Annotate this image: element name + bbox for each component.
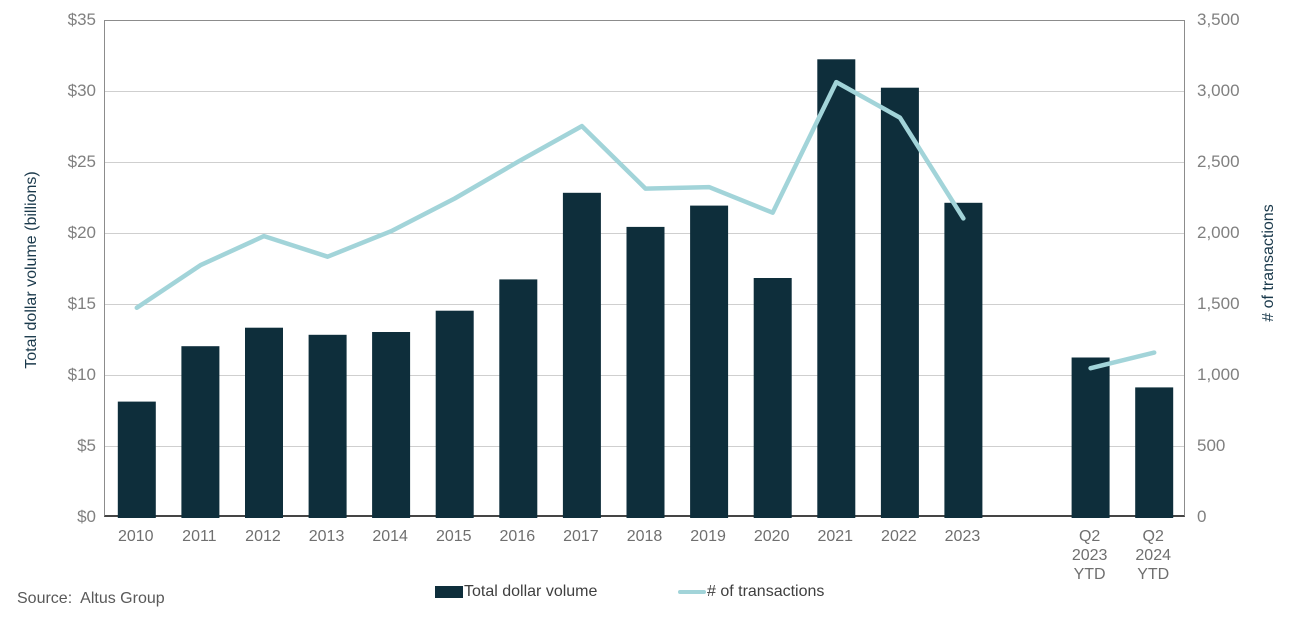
x-tick-label-2021: 2021 bbox=[817, 528, 854, 545]
bar-2013 bbox=[308, 334, 347, 518]
transactions-line bbox=[1088, 350, 1157, 371]
axis-tick-label: 2,500 bbox=[1197, 152, 1240, 171]
legend-item-num-transactions: # of transactions bbox=[678, 583, 824, 601]
bar-2021 bbox=[817, 59, 856, 519]
bar-2017 bbox=[562, 192, 601, 519]
legend-label-total-dollar-volume: Total dollar volume bbox=[464, 583, 598, 600]
legend-item-total-dollar-volume: Total dollar volume bbox=[435, 583, 597, 601]
bar-2012 bbox=[245, 327, 283, 518]
axis-tick-label: 1,500 bbox=[1197, 294, 1240, 313]
line-series-swatch-icon bbox=[678, 590, 706, 594]
axis-tick-label: $5 bbox=[77, 436, 96, 455]
legend-label-num-transactions: # of transactions bbox=[707, 583, 825, 600]
bar-2010 bbox=[117, 401, 156, 518]
bar-q2-2023-ytd bbox=[1071, 357, 1110, 518]
axis-tick-label: $0 bbox=[77, 507, 96, 526]
axis-tick-label: $10 bbox=[67, 365, 96, 384]
gridline bbox=[105, 91, 1184, 92]
x-tick-label-q2-2023-ytd: Q2 2023 YTD bbox=[1071, 528, 1108, 583]
bar-2020 bbox=[753, 278, 792, 518]
bar-2018 bbox=[626, 226, 665, 518]
gridline bbox=[105, 162, 1184, 163]
bar-2022 bbox=[880, 87, 919, 518]
axis-tick-label: $35 bbox=[67, 10, 96, 29]
x-tick-label-2023: 2023 bbox=[944, 528, 981, 545]
x-tick-label-2020: 2020 bbox=[753, 528, 790, 545]
axis-tick-label: 3,500 bbox=[1197, 10, 1240, 29]
x-tick-label-q2-2024-ytd: Q2 2024 YTD bbox=[1135, 528, 1171, 583]
bar-2015 bbox=[435, 310, 474, 518]
chart-canvas bbox=[117, 59, 1174, 519]
plot-area bbox=[104, 20, 1185, 519]
axis-tick-label: 1,000 bbox=[1197, 365, 1240, 384]
transactions-line bbox=[134, 79, 966, 311]
axis-tick-label: 0 bbox=[1197, 507, 1207, 526]
bar-2011 bbox=[181, 346, 220, 518]
x-tick-label-2022: 2022 bbox=[881, 528, 917, 545]
bar-series-swatch-icon bbox=[435, 586, 463, 598]
x-tick-label-2015: 2015 bbox=[435, 528, 472, 545]
axis-tick-label: 500 bbox=[1197, 436, 1226, 455]
x-tick-label-2010: 2010 bbox=[117, 528, 154, 545]
bar-2023 bbox=[944, 202, 983, 519]
x-tick-label-2017: 2017 bbox=[563, 528, 599, 545]
bar-q2-2024-ytd bbox=[1135, 387, 1174, 518]
x-tick-label-2016: 2016 bbox=[499, 528, 536, 545]
x-tick-label-2019: 2019 bbox=[690, 528, 726, 545]
bar-2016 bbox=[499, 279, 538, 518]
x-tick-label-2011: 2011 bbox=[182, 528, 217, 545]
axis-tick-label: 3,000 bbox=[1197, 81, 1240, 100]
x-tick-label-2013: 2013 bbox=[308, 528, 345, 545]
bar-2014 bbox=[372, 332, 411, 518]
source-note: Source: Altus Group bbox=[17, 590, 165, 607]
axis-tick-label: $30 bbox=[67, 81, 96, 100]
axis-tick-label: $20 bbox=[67, 223, 96, 242]
bar-2019 bbox=[690, 205, 729, 518]
axis-tick-label: $15 bbox=[67, 294, 96, 313]
x-tick-label-2014: 2014 bbox=[372, 528, 408, 545]
axis-tick-label: $25 bbox=[67, 152, 96, 171]
x-tick-label-2012: 2012 bbox=[245, 528, 281, 545]
x-tick-label-2018: 2018 bbox=[626, 528, 663, 545]
axis-tick-label: 2,000 bbox=[1197, 223, 1240, 242]
